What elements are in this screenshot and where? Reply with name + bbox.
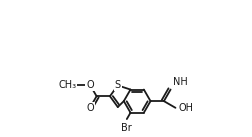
Text: Br: Br: [121, 123, 132, 133]
Text: CH₃: CH₃: [58, 80, 77, 90]
Text: O: O: [86, 103, 94, 113]
Text: OH: OH: [178, 103, 193, 113]
Text: S: S: [115, 80, 121, 90]
Text: NH: NH: [173, 77, 188, 87]
Text: O: O: [86, 80, 94, 90]
